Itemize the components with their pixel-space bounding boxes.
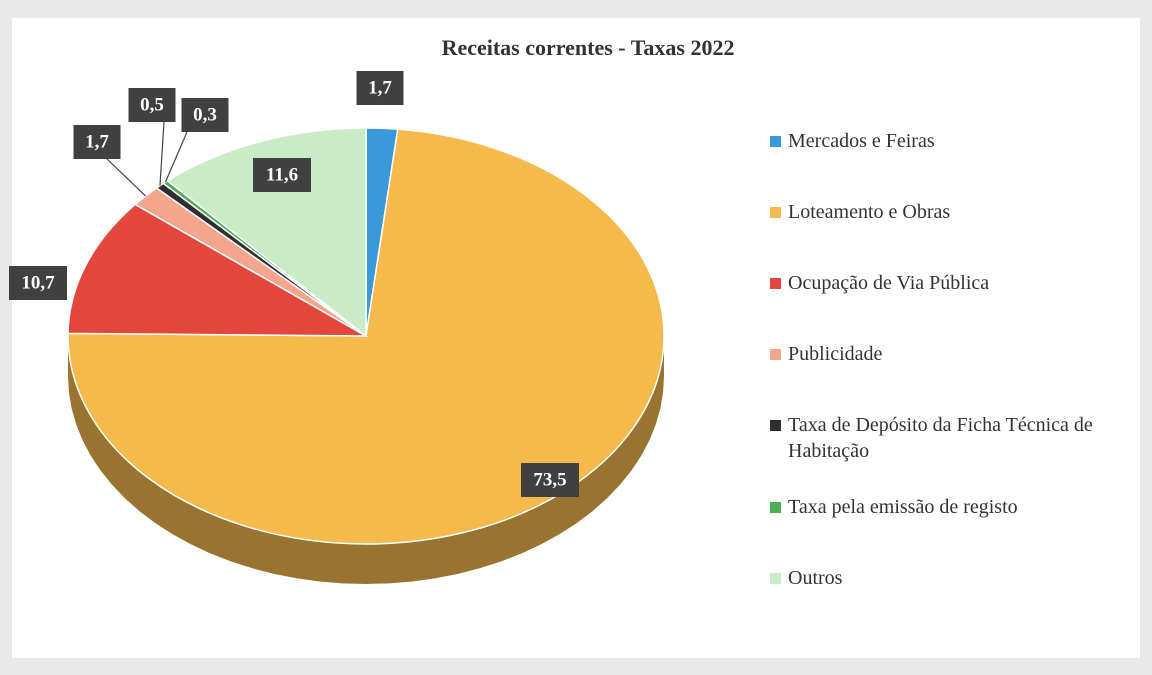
pie-side-segment [68,336,664,584]
legend-label: Taxa de Depósito da Ficha Técnica de Hab… [788,414,1093,462]
data-label-box [521,463,579,497]
legend-item: Outros [770,565,1140,591]
data-label-box [356,71,404,105]
legend-swatch [770,349,781,360]
pie-slice [67,203,369,337]
legend-item: Taxa pela emissão de registo [770,494,1140,520]
leader-line [106,158,147,197]
legend-swatch [770,136,781,147]
data-label-box [181,98,229,132]
legend-swatch [770,573,781,584]
legend-item: Mercados e Feiras [770,128,1140,154]
data-label: 0,5 [140,94,164,115]
legend-label: Mercados e Feiras [788,130,935,152]
data-label: 73,5 [533,469,566,490]
data-label: 1,7 [85,131,109,152]
legend-label: Outros [788,567,843,589]
pie-top [67,127,665,545]
chart-title: Receitas correntes - Taxas 2022 [442,35,735,60]
data-label: 11,6 [266,164,298,185]
data-label-box [73,125,121,159]
data-label: 0,3 [193,104,217,125]
data-label-box [9,266,67,300]
legend-label: Taxa pela emissão de registo [788,496,1018,518]
legend-swatch [770,278,781,289]
legend-label: Publicidade [788,343,883,365]
leader-line [164,131,188,183]
leader-line [159,121,165,186]
data-label: 1,7 [368,77,392,98]
pie-slice [166,127,367,338]
data-labels: 1,7 73,5 10,7 1,7 0,5 0,3 11,6 [9,71,579,497]
legend-swatch [770,207,781,218]
legend-item: Publicidade [770,341,1140,367]
data-label-box [253,158,311,192]
legend-label: Loteamento e Obras [788,201,951,223]
legend-swatch [770,502,781,513]
legend-swatch [770,420,781,431]
data-label-box [128,88,176,122]
data-label: 10,7 [21,272,55,293]
legend-item: Loteamento e Obras [770,199,1140,225]
legend-item: Ocupação de Via Pública [770,270,1140,296]
pie-side [68,336,664,584]
legend-label: Ocupação de Via Pública [788,272,990,294]
legend-item: Taxa de Depósito da Ficha Técnica de Hab… [770,412,1140,464]
